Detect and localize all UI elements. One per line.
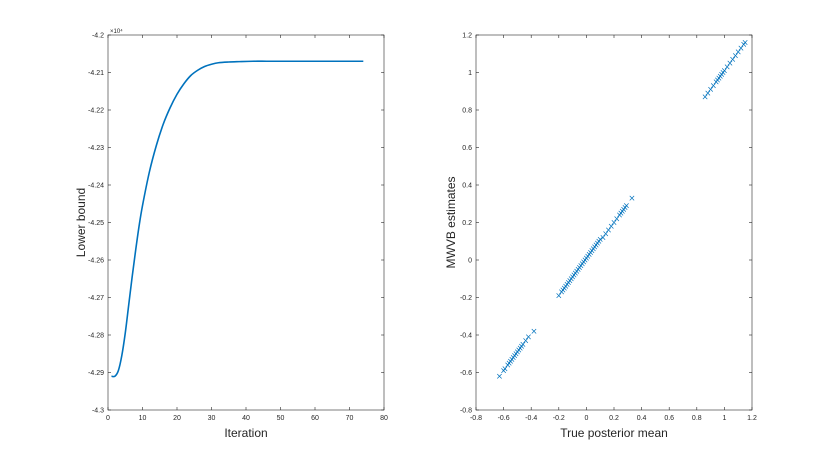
x-tick-label: 60 [311,415,319,422]
y-tick-label: -4.26 [88,258,104,265]
y-tick-label: -4.24 [88,183,104,190]
scatter-point [623,203,629,209]
x-tick-label: 40 [242,415,250,422]
lower-bound-line-chart: 0 10 20 30 40 50 60 70 80 -4.3 -4.29 -4.28 -4.27 -4.2… [74,28,388,440]
chart-0-y-exponent: ×10⁴ [110,28,123,35]
y-tick-label: -4.2 [92,33,104,40]
chart-0-marks [111,60,364,378]
y-tick-label: 1.2 [462,33,472,40]
scatter-point [738,45,744,51]
scatter-point [502,366,508,372]
y-tick-label: -0.8 [460,408,472,415]
x-tick-label: 1.2 [747,415,757,422]
scatter-point [600,235,606,240]
scatter-point [727,60,733,66]
x-tick-label: 70 [346,415,354,422]
chart-0-plot-area [107,34,385,411]
y-tick-label: 1 [468,70,472,77]
chart-0-ticks: 0 10 20 30 40 50 60 70 80 -4.3 -4.29 -4.28 -4.27 -4.2… [88,33,388,423]
scatter-point [614,216,620,222]
x-tick-label: 0.2 [609,415,619,422]
y-tick-label: -4.25 [88,220,104,227]
scatter-point [735,49,741,55]
y-tick-label: -4.22 [88,108,104,115]
y-tick-label: 0.4 [462,183,472,190]
y-tick-label: -4.27 [88,295,104,302]
y-tick-label: -4.3 [92,408,104,415]
scatter-point [497,373,502,379]
x-tick-label: -0.6 [498,415,510,422]
scatter-point [708,86,714,92]
x-tick-label: 80 [380,415,388,422]
scatter-point [702,94,708,100]
scatter-point [523,338,529,344]
scatter-point [606,227,611,233]
x-tick-label: -0.4 [525,415,537,422]
x-tick-label: 1 [722,415,726,422]
scatter-point [597,236,603,242]
y-tick-label: -0.6 [460,370,472,377]
scatter-point [724,64,730,70]
chart-1-x-axis-label: True posterior mean [560,426,668,440]
scatter-point [608,223,614,229]
y-tick-label: 0.6 [462,145,472,152]
scatter-point [732,53,738,59]
x-tick-label: -0.8 [470,415,482,422]
x-tick-label: 50 [277,415,285,422]
scatter-point [730,56,736,62]
y-tick-label: -4.29 [88,370,104,377]
scatter-point [710,83,716,89]
scatter-point [721,68,727,74]
y-tick-label: 0.2 [462,220,472,227]
scatter-point [611,220,617,225]
scatter-point [603,231,609,237]
chart-0-y-axis-label: Lower bound [74,188,88,257]
lower-bound-series-line [111,60,364,378]
y-tick-label: -4.23 [88,145,104,152]
chart-0-x-axis-label: Iteration [224,426,267,440]
x-tick-label: 0.6 [664,415,674,422]
x-tick-label: 20 [173,415,181,422]
y-tick-label: -0.2 [460,295,472,302]
x-tick-label: 10 [139,415,147,422]
x-tick-label: 0 [584,415,588,422]
scatter-point [525,334,531,340]
scatter-point [520,341,526,347]
scatter-point [531,328,537,334]
scatter-point [705,90,711,96]
y-tick-label: 0.8 [462,108,472,115]
x-tick-label: 0 [106,415,110,422]
chart-1-marks [497,40,748,379]
y-tick-label: -0.4 [460,333,472,340]
scatter-point [742,40,748,45]
x-tick-label: -0.2 [553,415,565,422]
y-tick-label: -4.28 [88,333,104,340]
scatter-point [629,195,635,201]
x-tick-label: 30 [208,415,216,422]
y-tick-label: 0 [468,258,472,265]
y-tick-label: -4.21 [88,70,104,77]
x-tick-label: 0.8 [692,415,702,422]
chart-1-ticks: -0.8 -0.6 -0.4 -0.2 0 0.2 0.4 0.6 0.8 1 1.2 -0.8 -0.… [460,33,757,423]
x-tick-label: 0.4 [637,415,647,422]
mwvb-scatter-chart: -0.8 -0.6 -0.4 -0.2 0 0.2 0.4 0.6 0.8 1 1.2 -0.8 -0.… [444,33,757,441]
chart-1-y-axis-label: MWVB estimates [444,176,458,268]
scatter-point [556,293,562,299]
